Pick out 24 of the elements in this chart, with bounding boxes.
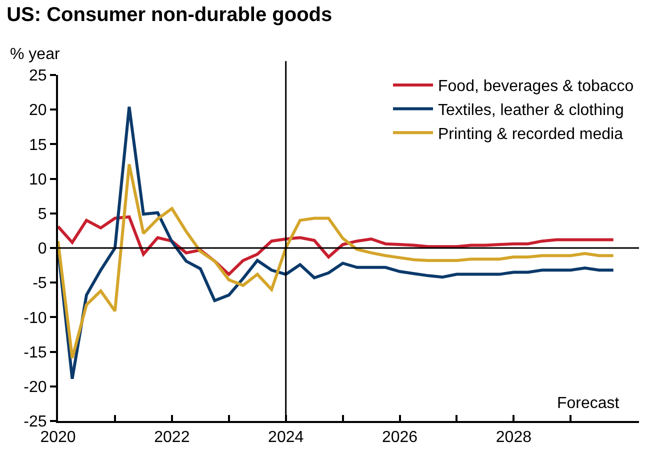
chart-title: US: Consumer non-durable goods [6, 4, 332, 26]
y-tick-label: -5 [32, 275, 47, 292]
y-tick-label: 20 [29, 102, 47, 120]
y-tick-label: 15 [29, 136, 47, 154]
y-tick-label: 5 [38, 206, 47, 223]
x-tick-label: 2028 [496, 429, 532, 446]
y-axis-title: % year [10, 46, 60, 63]
x-tick-label: 2026 [382, 429, 418, 446]
x-tick-label: 2020 [40, 429, 76, 446]
line-series [58, 215, 615, 276]
x-tick-label: 2022 [154, 429, 190, 446]
legend-label: Printing & recorded media [438, 126, 624, 143]
y-tick-label: -15 [24, 344, 47, 362]
y-tick-label: 0 [38, 240, 47, 258]
y-tick-label: -20 [24, 379, 47, 396]
legend-label: Textiles, leather & clothing [438, 102, 624, 120]
legend-label: Food, beverages & tobacco [438, 78, 634, 96]
annotation: Forecast [557, 395, 620, 412]
y-tick-label: -10 [24, 310, 47, 327]
line-series [58, 162, 615, 360]
y-tick-label: -25 [24, 414, 47, 431]
x-tick-label: 2024 [268, 429, 304, 446]
y-tick-label: 10 [29, 171, 47, 188]
y-tick-label: 25 [29, 68, 47, 85]
